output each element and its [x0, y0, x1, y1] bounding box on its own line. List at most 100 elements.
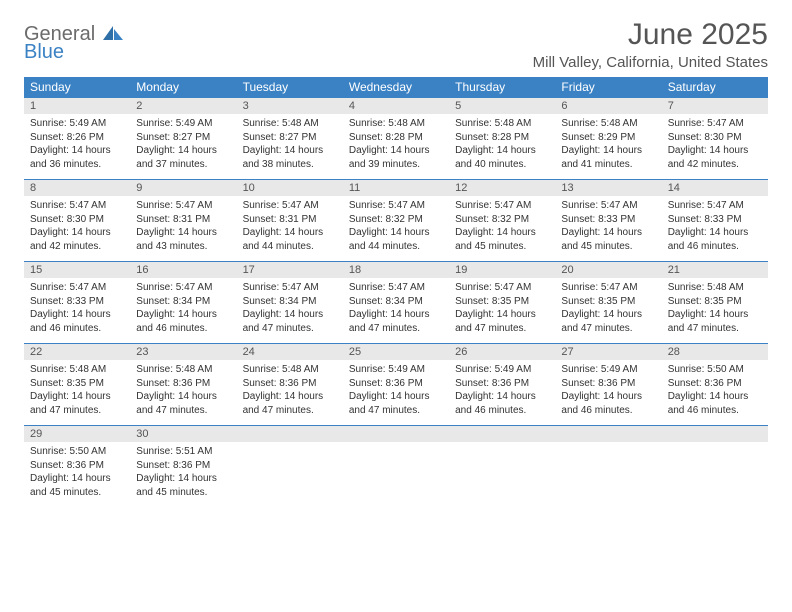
day-number: 14 — [662, 179, 768, 196]
day-details: Sunrise: 5:50 AMSunset: 8:36 PMDaylight:… — [24, 442, 130, 505]
calendar-cell: 6Sunrise: 5:48 AMSunset: 8:29 PMDaylight… — [555, 97, 661, 179]
day-number: 6 — [555, 97, 661, 114]
day-number: 7 — [662, 97, 768, 114]
sunrise-text: Sunrise: 5:47 AM — [349, 281, 443, 295]
calendar-cell: 21Sunrise: 5:48 AMSunset: 8:35 PMDayligh… — [662, 261, 768, 343]
daylight-text: Daylight: 14 hours and 46 minutes. — [136, 308, 230, 335]
sunrise-text: Sunrise: 5:51 AM — [136, 445, 230, 459]
sunrise-text: Sunrise: 5:47 AM — [243, 199, 337, 213]
day-details: Sunrise: 5:49 AMSunset: 8:27 PMDaylight:… — [130, 114, 236, 177]
day-number: 13 — [555, 179, 661, 196]
daylight-text: Daylight: 14 hours and 42 minutes. — [30, 226, 124, 253]
calendar-cell: 19Sunrise: 5:47 AMSunset: 8:35 PMDayligh… — [449, 261, 555, 343]
weekday-tuesday: Tuesday — [237, 77, 343, 97]
calendar-cell: 1Sunrise: 5:49 AMSunset: 8:26 PMDaylight… — [24, 97, 130, 179]
day-number: 4 — [343, 97, 449, 114]
calendar-cell: 5Sunrise: 5:48 AMSunset: 8:28 PMDaylight… — [449, 97, 555, 179]
day-number: 8 — [24, 179, 130, 196]
day-details: Sunrise: 5:47 AMSunset: 8:34 PMDaylight:… — [237, 278, 343, 341]
calendar-cell: 22Sunrise: 5:48 AMSunset: 8:35 PMDayligh… — [24, 343, 130, 425]
calendar-cell: 3Sunrise: 5:48 AMSunset: 8:27 PMDaylight… — [237, 97, 343, 179]
day-details: Sunrise: 5:48 AMSunset: 8:28 PMDaylight:… — [449, 114, 555, 177]
day-number: 19 — [449, 261, 555, 278]
sunrise-text: Sunrise: 5:47 AM — [30, 281, 124, 295]
sunrise-text: Sunrise: 5:48 AM — [30, 363, 124, 377]
sunrise-text: Sunrise: 5:47 AM — [668, 199, 762, 213]
sunset-text: Sunset: 8:33 PM — [668, 213, 762, 227]
day-number: 9 — [130, 179, 236, 196]
day-details: Sunrise: 5:48 AMSunset: 8:29 PMDaylight:… — [555, 114, 661, 177]
day-details: Sunrise: 5:48 AMSunset: 8:36 PMDaylight:… — [130, 360, 236, 423]
sunset-text: Sunset: 8:33 PM — [30, 295, 124, 309]
calendar-cell: 27Sunrise: 5:49 AMSunset: 8:36 PMDayligh… — [555, 343, 661, 425]
day-number: 29 — [24, 425, 130, 442]
day-number: 25 — [343, 343, 449, 360]
calendar-week-row: 8Sunrise: 5:47 AMSunset: 8:30 PMDaylight… — [24, 179, 768, 261]
calendar-cell: 8Sunrise: 5:47 AMSunset: 8:30 PMDaylight… — [24, 179, 130, 261]
day-details: Sunrise: 5:49 AMSunset: 8:36 PMDaylight:… — [555, 360, 661, 423]
day-number: 23 — [130, 343, 236, 360]
calendar-cell: 30Sunrise: 5:51 AMSunset: 8:36 PMDayligh… — [130, 425, 236, 507]
sunrise-text: Sunrise: 5:48 AM — [243, 363, 337, 377]
day-number: 28 — [662, 343, 768, 360]
logo-sail-icon — [103, 26, 123, 40]
day-details: Sunrise: 5:47 AMSunset: 8:32 PMDaylight:… — [449, 196, 555, 259]
sunset-text: Sunset: 8:33 PM — [561, 213, 655, 227]
calendar-cell: 15Sunrise: 5:47 AMSunset: 8:33 PMDayligh… — [24, 261, 130, 343]
sunrise-text: Sunrise: 5:47 AM — [349, 199, 443, 213]
weekday-sunday: Sunday — [24, 77, 130, 97]
sunrise-text: Sunrise: 5:47 AM — [561, 281, 655, 295]
sunset-text: Sunset: 8:36 PM — [30, 459, 124, 473]
sunset-text: Sunset: 8:27 PM — [243, 131, 337, 145]
calendar-cell: 11 Sunrise: 5:47 AMSunset: 8:32 PMDayligh… — [343, 179, 449, 261]
daylight-text: Daylight: 14 hours and 47 minutes. — [561, 308, 655, 335]
sunrise-text: Sunrise: 5:49 AM — [136, 117, 230, 131]
sunrise-text: Sunrise: 5:49 AM — [30, 117, 124, 131]
day-number: 11 — [343, 179, 449, 196]
sunset-text: Sunset: 8:36 PM — [455, 377, 549, 391]
daylight-text: Daylight: 14 hours and 47 minutes. — [349, 308, 443, 335]
sunset-text: Sunset: 8:32 PM — [349, 213, 443, 227]
calendar-cell: 7Sunrise: 5:47 AMSunset: 8:30 PMDaylight… — [662, 97, 768, 179]
daylight-text: Daylight: 14 hours and 47 minutes. — [349, 390, 443, 417]
sunrise-text: Sunrise: 5:48 AM — [668, 281, 762, 295]
header: General Blue June 2025 Mill Valley, Cali… — [24, 18, 768, 71]
calendar-cell: 26Sunrise: 5:49 AMSunset: 8:36 PMDayligh… — [449, 343, 555, 425]
calendar-week-row: 1Sunrise: 5:49 AMSunset: 8:26 PMDaylight… — [24, 97, 768, 179]
sunset-text: Sunset: 8:34 PM — [136, 295, 230, 309]
daylight-text: Daylight: 14 hours and 45 minutes. — [136, 472, 230, 499]
calendar-table: Sunday Monday Tuesday Wednesday Thursday… — [24, 77, 768, 507]
daylight-text: Daylight: 14 hours and 47 minutes. — [136, 390, 230, 417]
calendar-cell — [237, 425, 343, 507]
sunset-text: Sunset: 8:30 PM — [668, 131, 762, 145]
day-number: 2 — [130, 97, 236, 114]
sunset-text: Sunset: 8:34 PM — [243, 295, 337, 309]
day-details: Sunrise: 5:48 AMSunset: 8:35 PMDaylight:… — [24, 360, 130, 423]
day-number: 12 — [449, 179, 555, 196]
sunset-text: Sunset: 8:34 PM — [349, 295, 443, 309]
day-number: 20 — [555, 261, 661, 278]
day-details: Sunrise: 5:50 AMSunset: 8:36 PMDaylight:… — [662, 360, 768, 423]
weekday-saturday: Saturday — [662, 77, 768, 97]
sunrise-text: Sunrise: 5:47 AM — [668, 117, 762, 131]
day-details: Sunrise: 5:49 AMSunset: 8:36 PMDaylight:… — [449, 360, 555, 423]
calendar-cell: 4Sunrise: 5:48 AMSunset: 8:28 PMDaylight… — [343, 97, 449, 179]
sunrise-text: Sunrise: 5:47 AM — [136, 199, 230, 213]
daylight-text: Daylight: 14 hours and 45 minutes. — [561, 226, 655, 253]
sunset-text: Sunset: 8:31 PM — [243, 213, 337, 227]
calendar-cell: 12Sunrise: 5:47 AMSunset: 8:32 PMDayligh… — [449, 179, 555, 261]
sunrise-text: Sunrise: 5:48 AM — [455, 117, 549, 131]
sunrise-text: Sunrise: 5:48 AM — [561, 117, 655, 131]
daylight-text: Daylight: 14 hours and 47 minutes. — [668, 308, 762, 335]
calendar-cell: 28Sunrise: 5:50 AMSunset: 8:36 PMDayligh… — [662, 343, 768, 425]
day-details: Sunrise: 5:47 AMSunset: 8:33 PMDaylight:… — [662, 196, 768, 259]
day-number: 30 — [130, 425, 236, 442]
sunrise-text: Sunrise: 5:49 AM — [455, 363, 549, 377]
sunset-text: Sunset: 8:36 PM — [349, 377, 443, 391]
calendar-cell: 29Sunrise: 5:50 AMSunset: 8:36 PMDayligh… — [24, 425, 130, 507]
daylight-text: Daylight: 14 hours and 44 minutes. — [349, 226, 443, 253]
sunrise-text: Sunrise: 5:48 AM — [136, 363, 230, 377]
daylight-text: Daylight: 14 hours and 43 minutes. — [136, 226, 230, 253]
daylight-text: Daylight: 14 hours and 45 minutes. — [455, 226, 549, 253]
day-details: Sunrise: 5:49 AMSunset: 8:36 PMDaylight:… — [343, 360, 449, 423]
